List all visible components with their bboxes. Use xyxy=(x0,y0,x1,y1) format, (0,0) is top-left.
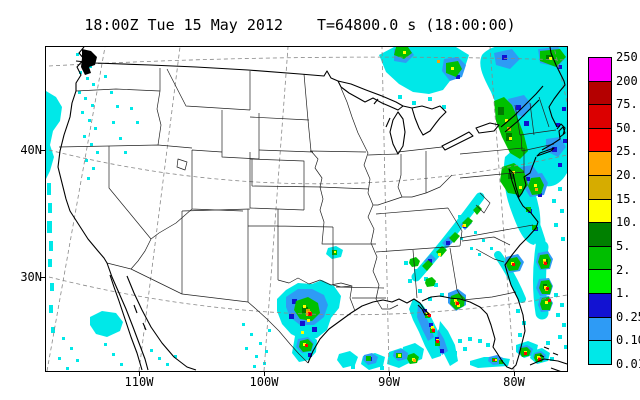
precip-dark-red xyxy=(309,288,549,315)
tick-100w xyxy=(264,371,265,376)
colorbar-cell xyxy=(588,127,612,153)
colorbar-label: 250. xyxy=(616,50,640,64)
tick-40n xyxy=(40,150,45,151)
lon-label-100w: 100W xyxy=(249,375,279,389)
tick-110w xyxy=(139,371,140,376)
colorbar-label: 0.01 xyxy=(616,357,640,371)
lon-label-90w: 90W xyxy=(378,375,400,389)
state-borders xyxy=(58,68,557,364)
tick-30n xyxy=(40,277,45,278)
lon-label-80w: 80W xyxy=(503,375,525,389)
colorbar-cell xyxy=(588,222,612,247)
colorbar-cell xyxy=(588,316,612,342)
colorbar-cell xyxy=(588,151,612,177)
plot-title: 18:00Z Tue 15 May 2012 T=64800.0 s (18:00… xyxy=(0,16,600,34)
colorbar-label: 75. xyxy=(616,97,638,112)
colorbar xyxy=(588,57,612,365)
colorbar-cell xyxy=(588,269,612,295)
colorbar-label: 0.25 xyxy=(616,309,640,324)
puget-sound-landmass xyxy=(81,49,97,75)
lon-label-110w: 110W xyxy=(124,375,154,389)
colorbar-cell xyxy=(588,175,612,200)
colorbar-label: 200. xyxy=(616,73,640,88)
colorbar-label: 20. xyxy=(616,168,638,183)
lat-label-30n: 30N xyxy=(20,270,42,284)
colorbar-label: 1. xyxy=(616,286,631,301)
colorbar-label: 10. xyxy=(616,215,638,230)
colorbar-label: 25. xyxy=(616,144,638,159)
tick-80w xyxy=(514,371,515,376)
plot-title-model-time: T=64800.0 s (18:00:00) xyxy=(317,16,516,34)
colorbar-label: 50. xyxy=(616,120,638,135)
plot-title-time: 18:00Z Tue 15 May 2012 xyxy=(84,16,283,34)
colorbar-cell xyxy=(588,198,612,224)
colorbar-cell xyxy=(588,245,612,271)
coastlines xyxy=(57,47,567,371)
colorbar-cell xyxy=(588,104,612,129)
tick-90w xyxy=(389,371,390,376)
colorbar-label: 2. xyxy=(616,262,631,277)
colorbar-cell xyxy=(588,340,612,365)
colorbar-cell xyxy=(588,80,612,106)
colorbar-label: 5. xyxy=(616,238,631,253)
map-svg xyxy=(46,47,567,371)
colorbar-label: 0.10 xyxy=(616,333,640,348)
precip-gold xyxy=(306,127,511,313)
lat-label-40n: 40N xyxy=(20,143,42,157)
colorbar-cell xyxy=(588,57,612,82)
map-frame xyxy=(45,46,568,372)
colorbar-cell xyxy=(588,293,612,318)
colorbar-label: 15. xyxy=(616,191,638,206)
